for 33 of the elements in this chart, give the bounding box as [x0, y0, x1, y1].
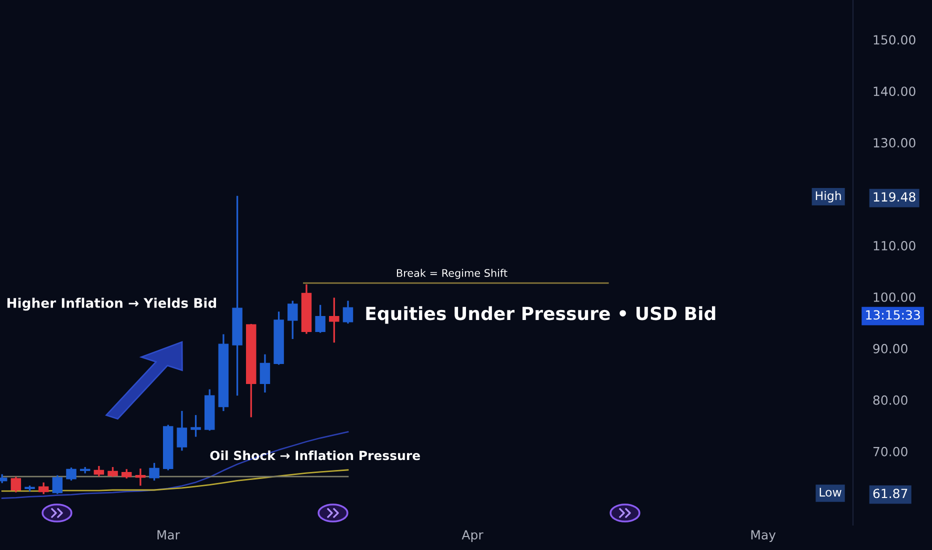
- candlestick: [260, 354, 270, 393]
- annotation: Higher Inflation → Yields Bid: [7, 298, 216, 311]
- line-series: [1, 469, 349, 492]
- annotation: Low: [820, 488, 842, 497]
- y-tick-label: 119.48: [874, 192, 916, 202]
- candlestick: [66, 468, 76, 481]
- candlestick: [135, 468, 146, 486]
- annotation: Equities Under Pressure • USD Bid: [366, 306, 716, 324]
- x-tick-label: May: [751, 530, 776, 542]
- y-tick-label: 70.00: [873, 446, 908, 456]
- annotation: High: [816, 191, 841, 202]
- candlestick: [149, 462, 160, 481]
- y-tick-label: 150.00: [874, 35, 916, 45]
- candlestick: [342, 300, 354, 324]
- y-tick-label: 100.00: [874, 292, 916, 302]
- candlestick: [10, 476, 22, 492]
- candlestick: [52, 475, 63, 494]
- y-tick-label: 90.00: [873, 344, 908, 354]
- y-tick-label: 80.00: [873, 395, 908, 405]
- ref-line-label: Break = Regime Shift: [396, 268, 508, 279]
- y-tick-label: 140.00: [874, 86, 916, 96]
- candlestick: [38, 482, 49, 494]
- candlestick: [315, 304, 326, 333]
- y-tick-label: 130.00: [874, 138, 916, 148]
- candlestick: [176, 410, 188, 451]
- y-tick-label: 110.00: [874, 240, 916, 250]
- candlestick: [190, 415, 201, 437]
- x-tick-label: Mar: [158, 530, 180, 540]
- y-tick-label: 61.87: [873, 488, 908, 498]
- candlestick: [288, 300, 298, 339]
- text: 13:15:33: [866, 310, 920, 320]
- candlestick: [329, 298, 340, 343]
- x-tick-label: Apr: [462, 530, 484, 542]
